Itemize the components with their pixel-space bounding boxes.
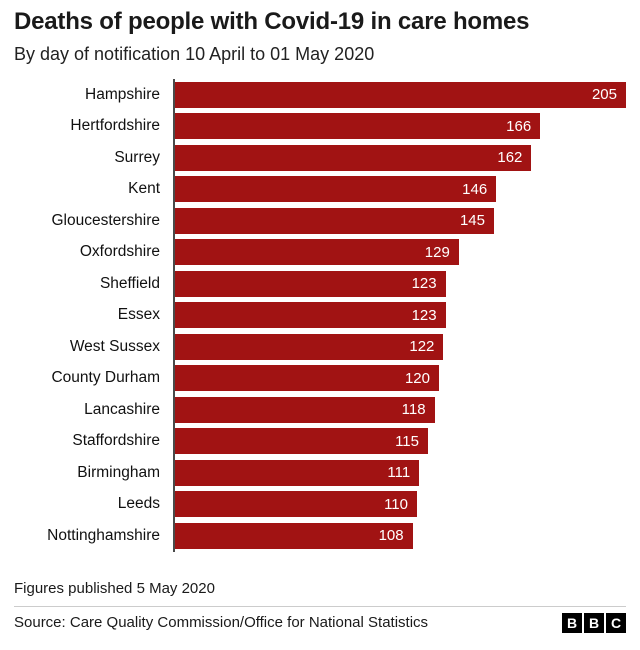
bar: 129: [175, 239, 459, 266]
bar-track: 115: [173, 425, 626, 457]
value-label: 123: [411, 275, 437, 293]
value-label: 146: [462, 180, 488, 198]
bar-row: Surrey 162: [14, 142, 626, 174]
bar-row: Hertfordshire 166: [14, 110, 626, 142]
category-label: Surrey: [114, 148, 160, 166]
bar: 205: [175, 81, 626, 108]
bar: 123: [175, 270, 446, 297]
bar-row: Birmingham 111: [14, 457, 626, 489]
bar-track: 110: [173, 488, 626, 520]
bar: 110: [175, 491, 417, 518]
value-label: 110: [384, 495, 408, 513]
value-label: 205: [591, 86, 617, 104]
category-label: Hampshire: [85, 85, 160, 103]
bar: 146: [175, 176, 497, 203]
bbc-logo-block: C: [606, 612, 626, 633]
category-label: Birmingham: [77, 463, 160, 481]
value-label: 115: [395, 432, 419, 450]
chart-title: Deaths of people with Covid-19 in care h…: [14, 8, 530, 35]
bar: 108: [175, 522, 413, 549]
published-note: Figures published 5 May 2020: [14, 579, 215, 597]
category-label: West Sussex: [69, 337, 160, 355]
category-label: Hertfordshire: [70, 117, 160, 135]
bar: 115: [175, 428, 428, 455]
bar-row: Gloucestershire 145: [14, 205, 626, 237]
bar-row: Leeds 110: [14, 488, 626, 520]
bar: 118: [175, 396, 435, 423]
bar: 145: [175, 207, 494, 234]
chart-subtitle: By day of notification 10 April to 01 Ma…: [14, 44, 375, 64]
bar-row: County Durham 120: [14, 362, 626, 394]
category-label: Gloucestershire: [51, 211, 160, 229]
bar-track: 123: [173, 268, 626, 300]
bar-track: 129: [173, 236, 626, 268]
bar-track: 108: [173, 520, 626, 552]
category-label: Oxfordshire: [79, 243, 160, 261]
bar-track: 166: [173, 110, 626, 142]
value-label: 111: [387, 464, 411, 482]
bar: 120: [175, 365, 439, 392]
value-label: 129: [424, 243, 450, 261]
bar-row: Oxfordshire 129: [14, 236, 626, 268]
bar-track: 162: [173, 142, 626, 174]
bar: 166: [175, 113, 541, 140]
bar-track: 120: [173, 362, 626, 394]
category-label: Sheffield: [99, 274, 160, 292]
bar-track: 205: [173, 79, 626, 111]
category-label: Nottinghamshire: [47, 526, 160, 544]
bar-chart: Hampshire 205 Hertfordshire 166 Surrey 1…: [14, 79, 626, 552]
bar-row: West Sussex 122: [14, 331, 626, 363]
value-label: 162: [497, 149, 523, 167]
footer: Source: Care Quality Commission/Office f…: [14, 605, 626, 639]
bar-track: 111: [173, 457, 626, 489]
bar-track: 122: [173, 331, 626, 363]
bar: 123: [175, 302, 446, 329]
bar-row: Kent 146: [14, 173, 626, 205]
category-label: Staffordshire: [72, 432, 160, 450]
bar-track: 145: [173, 205, 626, 237]
bar-row: Staffordshire 115: [14, 425, 626, 457]
bbc-logo-block: B: [562, 612, 582, 633]
bar-track: 146: [173, 173, 626, 205]
bar: 122: [175, 333, 444, 360]
value-label: 145: [459, 212, 485, 230]
value-label: 108: [378, 527, 404, 545]
bar: 162: [175, 144, 532, 171]
bar-row: Sheffield 123: [14, 268, 626, 300]
bar-row: Hampshire 205: [14, 79, 626, 111]
bbc-logo-block: B: [584, 612, 604, 633]
category-label: Essex: [117, 306, 160, 324]
value-label: 123: [411, 306, 437, 324]
bar-row: Lancashire 118: [14, 394, 626, 426]
value-label: 120: [404, 369, 430, 387]
bar-row: Essex 123: [14, 299, 626, 331]
category-label: County Durham: [51, 369, 160, 387]
value-label: 122: [409, 338, 435, 356]
bar-track: 123: [173, 299, 626, 331]
source-attribution: Source: Care Quality Commission/Office f…: [14, 614, 429, 631]
value-label: 166: [506, 117, 532, 135]
bar-track: 118: [173, 394, 626, 426]
category-label: Kent: [128, 180, 160, 198]
value-label: 118: [401, 401, 426, 419]
category-label: Leeds: [117, 495, 160, 513]
category-label: Lancashire: [84, 400, 160, 418]
bar: 111: [175, 459, 420, 486]
bar-row: Nottinghamshire 108: [14, 520, 626, 552]
